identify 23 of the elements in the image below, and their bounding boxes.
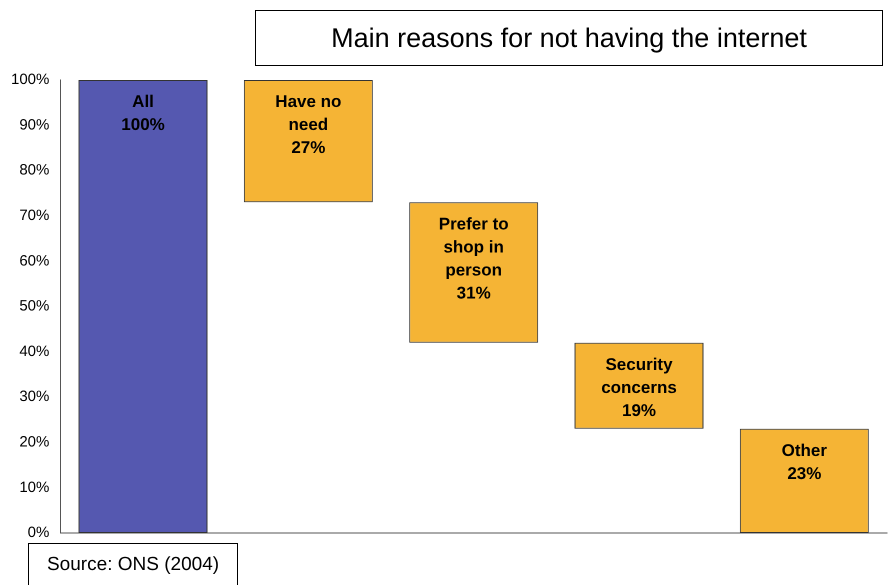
data-label: 23% <box>787 464 822 483</box>
y-tick-label: 100% <box>10 71 50 88</box>
y-tick-label: 50% <box>19 298 50 315</box>
x-tick-label: Prefer to shop in person <box>438 214 509 280</box>
data-label: 31% <box>456 283 491 302</box>
y-tick-label: 0% <box>28 524 50 542</box>
y-tick-label: 10% <box>19 478 50 496</box>
y-tick-label: 90% <box>19 116 50 134</box>
x-tick-label: All <box>132 92 154 112</box>
data-label: 100% <box>121 115 165 134</box>
y-tick-label: 20% <box>19 434 50 451</box>
data-label: 19% <box>622 400 656 420</box>
y-tick-label: 80% <box>19 162 50 179</box>
x-tick-label: Other <box>782 440 828 460</box>
y-tick-label: 40% <box>19 342 50 360</box>
x-tick-label: Security concerns <box>601 354 677 397</box>
data-label: 27% <box>291 138 326 158</box>
source-note: Source: ONS (2004) <box>28 543 238 585</box>
y-tick-label: 70% <box>19 207 50 224</box>
y-tick-label: 30% <box>19 388 50 406</box>
x-tick-label: Have no need <box>275 92 342 134</box>
y-tick-label: 60% <box>19 252 50 270</box>
chart-title: Main reasons for not having the internet <box>255 10 883 66</box>
